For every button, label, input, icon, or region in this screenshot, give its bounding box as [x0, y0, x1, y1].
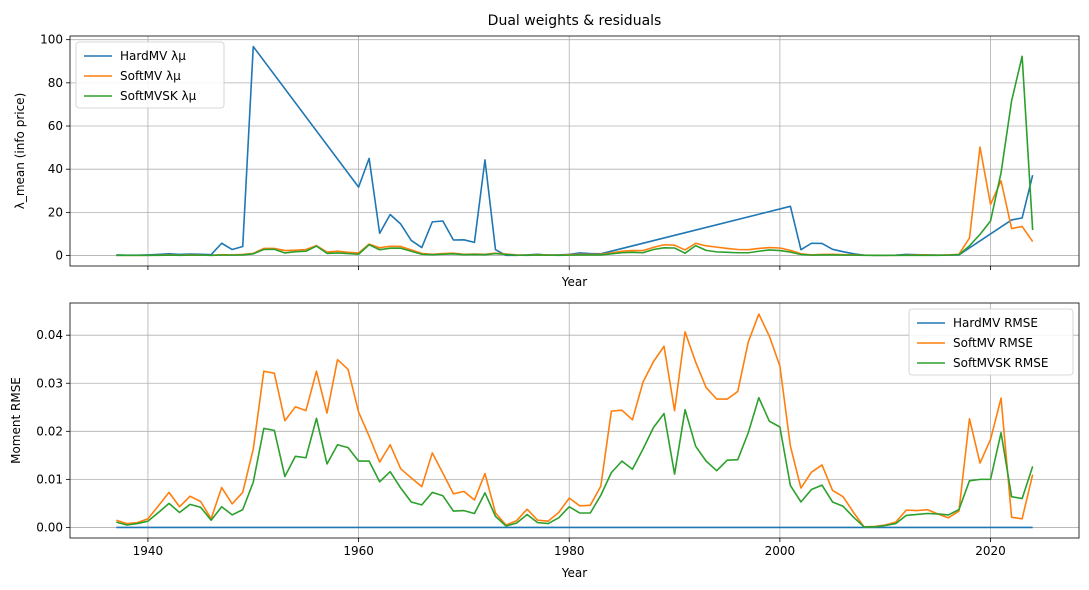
x-tick-label: 1940 [133, 544, 164, 558]
y-tick-label: 0.02 [36, 424, 63, 438]
legend: HardMV RMSE SoftMV RMSE SoftMVSK RMSE [908, 308, 1074, 376]
y-tick-label: 100 [40, 33, 63, 47]
y-tick-label: 20 [48, 205, 63, 219]
legend-label-0: HardMV λμ [120, 49, 186, 63]
x-tick-label: 1960 [343, 544, 374, 558]
x-tick-label: 2000 [765, 544, 796, 558]
y-axis-label: λ_mean (info price) [13, 93, 27, 210]
y-axis-label: Moment RMSE [9, 377, 23, 464]
axes-frame [69, 302, 1080, 539]
y-tick-label: 0 [55, 249, 63, 263]
series-line-2 [116, 396, 1034, 528]
y-tick-label: 0.00 [36, 520, 63, 534]
y-tick-label: 0.04 [36, 328, 63, 342]
series-group [116, 313, 1034, 529]
top-panel-lambda-mean: 0 20 40 60 80 100 Dual weights & residuals Year… [13, 13, 1080, 289]
series-line-2 [116, 55, 1034, 257]
legend-label-0: HardMV RMSE [953, 316, 1038, 330]
y-tick-label: 80 [48, 76, 63, 90]
axes-frame [69, 35, 1080, 267]
bottom-panel-moment-rmse: 1940 1960 1980 2000 2020 0.00 0.01 0.02 0.03 0.04… [9, 302, 1080, 580]
x-tick-label: 1980 [554, 544, 585, 558]
y-tick-label: 60 [48, 119, 63, 133]
y-tick-label: 40 [48, 162, 63, 176]
legend-label-1: SoftMV λμ [120, 69, 181, 83]
legend-label-2: SoftMVSK RMSE [953, 356, 1048, 370]
legend-label-2: SoftMVSK λμ [120, 89, 197, 103]
legend-label-1: SoftMV RMSE [953, 336, 1033, 350]
y-tick-label: 0.03 [36, 376, 63, 390]
x-axis-label: Year [561, 566, 587, 580]
legend-box [908, 308, 1074, 376]
y-tick-label: 0.01 [36, 472, 63, 486]
series-group [116, 45, 1034, 257]
x-axis-label: Year [561, 275, 587, 289]
chart-title: Dual weights & residuals [488, 13, 662, 29]
x-tick-label: 2020 [975, 544, 1006, 558]
legend-box [75, 41, 225, 109]
legend: HardMV λμ SoftMV λμ SoftMVSK λμ [75, 41, 225, 109]
